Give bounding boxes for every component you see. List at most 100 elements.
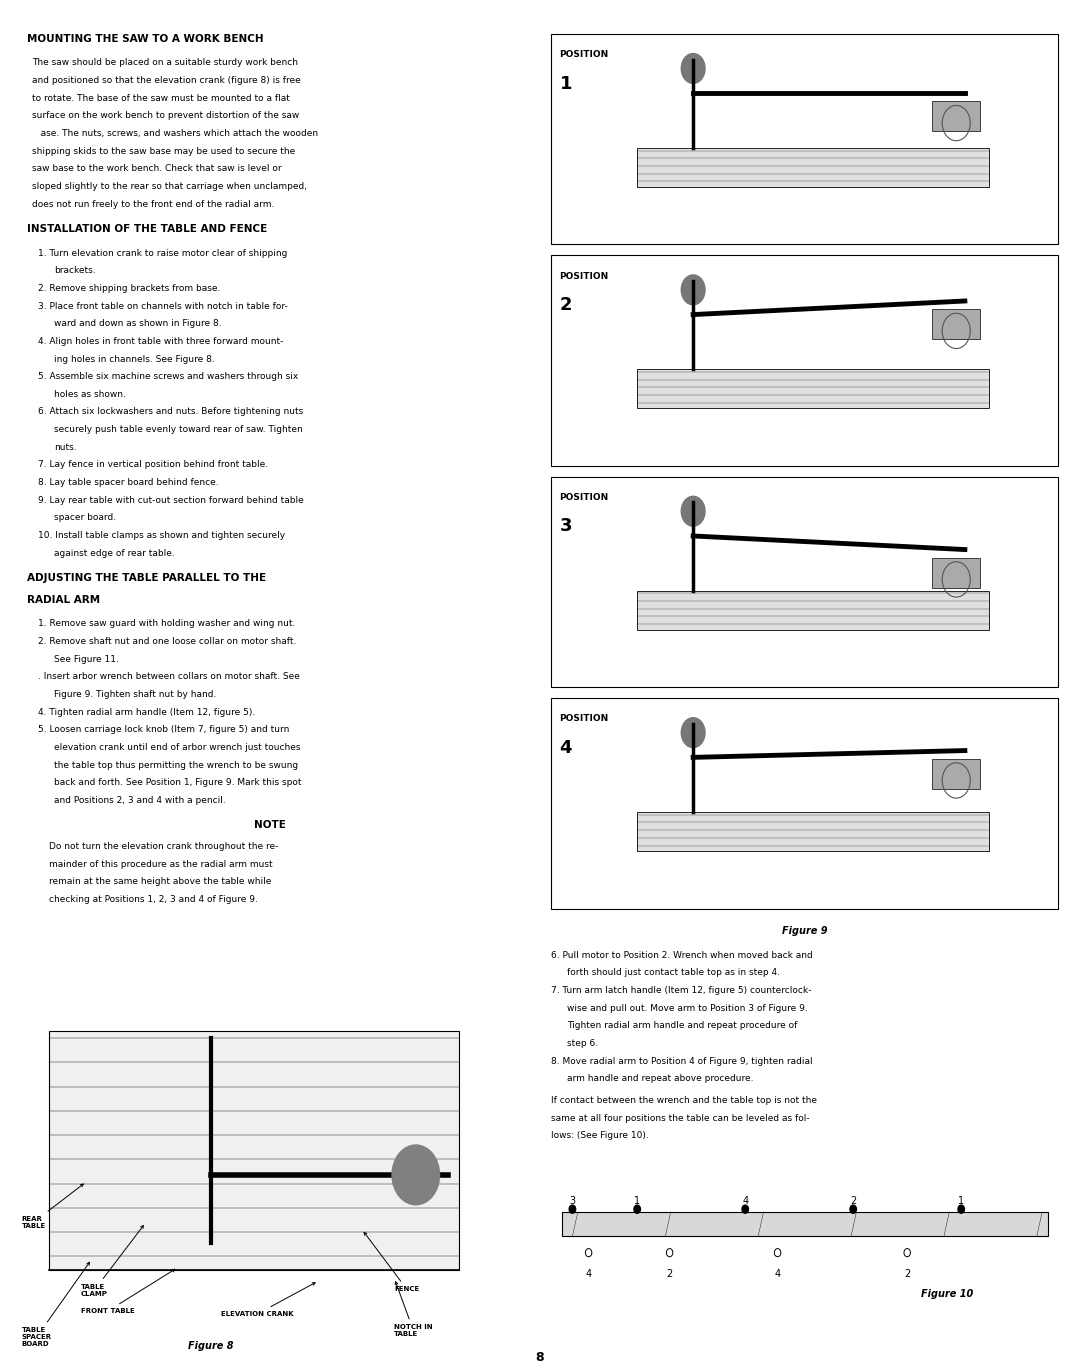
Text: sloped slightly to the rear so that carriage when unclamped,: sloped slightly to the rear so that carr… <box>32 182 308 191</box>
Text: 2: 2 <box>666 1269 673 1279</box>
Bar <box>551 255 1058 466</box>
Text: MOUNTING THE SAW TO A WORK BENCH: MOUNTING THE SAW TO A WORK BENCH <box>27 34 264 44</box>
Text: and Positions 2, 3 and 4 with a pencil.: and Positions 2, 3 and 4 with a pencil. <box>54 796 226 805</box>
Text: 1: 1 <box>559 75 572 93</box>
Text: Tighten radial arm handle and repeat procedure of: Tighten radial arm handle and repeat pro… <box>567 1022 797 1030</box>
Text: POSITION: POSITION <box>559 714 609 724</box>
Text: POSITION: POSITION <box>559 493 609 503</box>
Text: TABLE
SPACER
BOARD: TABLE SPACER BOARD <box>22 1262 90 1347</box>
Text: back and forth. See Position 1, Figure 9. Mark this spot: back and forth. See Position 1, Figure 9… <box>54 779 301 787</box>
Text: 7. Turn arm latch handle (Item 12, figure 5) counterclock-: 7. Turn arm latch handle (Item 12, figur… <box>551 986 811 994</box>
Text: Figure 8: Figure 8 <box>188 1340 233 1351</box>
Circle shape <box>850 1205 856 1213</box>
Text: 2. Remove shaft nut and one loose collar on motor shaft.: 2. Remove shaft nut and one loose collar… <box>38 637 296 646</box>
Text: mainder of this procedure as the radial arm must: mainder of this procedure as the radial … <box>49 859 272 869</box>
Bar <box>637 813 989 851</box>
Text: 10. Install table clamps as shown and tighten securely: 10. Install table clamps as shown and ti… <box>38 531 285 540</box>
Text: elevation crank until end of arbor wrench just touches: elevation crank until end of arbor wrenc… <box>54 743 300 751</box>
Text: 2. Remove shipping brackets from base.: 2. Remove shipping brackets from base. <box>38 284 220 292</box>
Text: NOTCH IN
TABLE: NOTCH IN TABLE <box>394 1281 433 1337</box>
Text: FRONT TABLE: FRONT TABLE <box>81 1269 175 1314</box>
Circle shape <box>681 53 705 83</box>
Circle shape <box>681 275 705 305</box>
Circle shape <box>569 1205 576 1213</box>
Text: 2: 2 <box>904 1269 910 1279</box>
Text: 1. Turn elevation crank to raise motor clear of shipping: 1. Turn elevation crank to raise motor c… <box>38 249 287 258</box>
Text: 8: 8 <box>536 1351 544 1365</box>
Text: same at all four positions the table can be leveled as fol-: same at all four positions the table can… <box>551 1113 809 1123</box>
Text: spacer board.: spacer board. <box>54 514 117 522</box>
Text: surface on the work bench to prevent distortion of the saw: surface on the work bench to prevent dis… <box>32 112 299 120</box>
Text: 1. Remove saw guard with holding washer and wing nut.: 1. Remove saw guard with holding washer … <box>38 619 295 628</box>
Text: ELEVATION CRANK: ELEVATION CRANK <box>221 1283 315 1317</box>
Text: Do not turn the elevation crank throughout the re-: Do not turn the elevation crank througho… <box>49 841 278 851</box>
Circle shape <box>742 1205 748 1213</box>
Text: If contact between the wrench and the table top is not the: If contact between the wrench and the ta… <box>551 1096 816 1105</box>
Bar <box>932 309 980 339</box>
Text: 4: 4 <box>742 1195 748 1206</box>
Text: 8. Lay table spacer board behind fence.: 8. Lay table spacer board behind fence. <box>38 478 218 488</box>
Text: NOTE: NOTE <box>254 821 286 831</box>
Text: does not run freely to the front end of the radial arm.: does not run freely to the front end of … <box>32 199 274 209</box>
Text: 6. Pull motor to Position 2. Wrench when moved back and: 6. Pull motor to Position 2. Wrench when… <box>551 951 812 960</box>
Text: holes as shown.: holes as shown. <box>54 389 126 399</box>
Text: 4. Align holes in front table with three forward mount-: 4. Align holes in front table with three… <box>38 337 283 346</box>
Text: to rotate. The base of the saw must be mounted to a flat: to rotate. The base of the saw must be m… <box>32 94 291 102</box>
Text: ward and down as shown in Figure 8.: ward and down as shown in Figure 8. <box>54 320 221 328</box>
Text: wise and pull out. Move arm to Position 3 of Figure 9.: wise and pull out. Move arm to Position … <box>567 1004 808 1012</box>
Bar <box>932 101 980 131</box>
Text: TABLE
CLAMP: TABLE CLAMP <box>81 1225 144 1296</box>
Bar <box>562 1212 1048 1236</box>
Bar <box>551 34 1058 245</box>
Text: POSITION: POSITION <box>559 51 609 59</box>
Text: 4: 4 <box>585 1269 592 1279</box>
Text: The saw should be placed on a suitable sturdy work bench: The saw should be placed on a suitable s… <box>32 59 298 67</box>
Text: checking at Positions 1, 2, 3 and 4 of Figure 9.: checking at Positions 1, 2, 3 and 4 of F… <box>49 895 257 904</box>
Bar <box>932 758 980 788</box>
Circle shape <box>392 1145 440 1205</box>
Text: 4: 4 <box>774 1269 781 1279</box>
Text: 9. Lay rear table with cut-out section forward behind table: 9. Lay rear table with cut-out section f… <box>38 496 303 505</box>
Text: 3: 3 <box>569 1195 576 1206</box>
Text: 5. Loosen carriage lock knob (Item 7, figure 5) and turn: 5. Loosen carriage lock knob (Item 7, fi… <box>38 725 289 735</box>
Text: 3. Place front table on channels with notch in table for-: 3. Place front table on channels with no… <box>38 302 287 310</box>
Bar <box>932 557 980 587</box>
Text: ADJUSTING THE TABLE PARALLEL TO THE: ADJUSTING THE TABLE PARALLEL TO THE <box>27 574 266 583</box>
Text: FENCE: FENCE <box>364 1232 419 1292</box>
Text: the table top thus permitting the wrench to be swung: the table top thus permitting the wrench… <box>54 761 298 769</box>
Circle shape <box>681 717 705 747</box>
Text: See Figure 11.: See Figure 11. <box>54 654 119 664</box>
Text: POSITION: POSITION <box>559 272 609 280</box>
Text: 6. Attach six lockwashers and nuts. Before tightening nuts: 6. Attach six lockwashers and nuts. Befo… <box>38 407 303 417</box>
Text: 2: 2 <box>559 296 572 314</box>
Text: Figure 10: Figure 10 <box>920 1290 973 1299</box>
Text: brackets.: brackets. <box>54 266 96 275</box>
Text: 7. Lay fence in vertical position behind front table.: 7. Lay fence in vertical position behind… <box>38 460 268 470</box>
Text: shipping skids to the saw base may be used to secure the: shipping skids to the saw base may be us… <box>32 146 296 156</box>
Text: INSTALLATION OF THE TABLE AND FENCE: INSTALLATION OF THE TABLE AND FENCE <box>27 224 267 234</box>
Text: 4. Tighten radial arm handle (Item 12, figure 5).: 4. Tighten radial arm handle (Item 12, f… <box>38 708 255 717</box>
Text: 2: 2 <box>850 1195 856 1206</box>
Text: . Insert arbor wrench between collars on motor shaft. See: . Insert arbor wrench between collars on… <box>38 672 299 682</box>
Circle shape <box>681 496 705 526</box>
Bar <box>637 590 989 630</box>
Text: RADIAL ARM: RADIAL ARM <box>27 596 100 605</box>
Text: arm handle and repeat above procedure.: arm handle and repeat above procedure. <box>567 1075 754 1083</box>
Text: against edge of rear table.: against edge of rear table. <box>54 549 175 557</box>
Circle shape <box>958 1205 964 1213</box>
Text: 5. Assemble six machine screws and washers through six: 5. Assemble six machine screws and washe… <box>38 372 298 381</box>
Text: ase. The nuts, screws, and washers which attach the wooden: ase. The nuts, screws, and washers which… <box>32 128 319 138</box>
Text: Figure 9: Figure 9 <box>782 926 827 936</box>
Text: and positioned so that the elevation crank (figure 8) is free: and positioned so that the elevation cra… <box>32 76 301 85</box>
Text: 4: 4 <box>559 739 572 757</box>
Text: saw base to the work bench. Check that saw is level or: saw base to the work bench. Check that s… <box>32 164 282 173</box>
Text: 1: 1 <box>634 1195 640 1206</box>
Bar <box>637 148 989 187</box>
Text: REAR
TABLE: REAR TABLE <box>22 1184 83 1228</box>
Text: remain at the same height above the table while: remain at the same height above the tabl… <box>49 877 271 887</box>
Text: ing holes in channels. See Figure 8.: ing holes in channels. See Figure 8. <box>54 355 215 363</box>
Text: 1: 1 <box>958 1195 964 1206</box>
Circle shape <box>634 1205 640 1213</box>
Text: Figure 9. Tighten shaft nut by hand.: Figure 9. Tighten shaft nut by hand. <box>54 690 216 699</box>
Bar <box>49 1031 459 1270</box>
